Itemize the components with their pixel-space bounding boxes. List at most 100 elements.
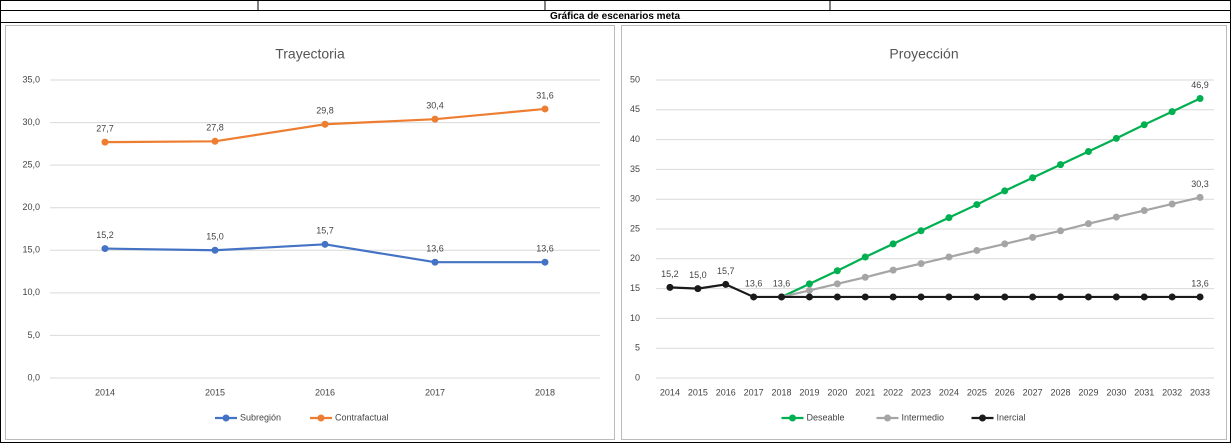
point bbox=[431, 115, 439, 123]
legend-label: Deseable bbox=[807, 412, 845, 422]
point bbox=[1140, 121, 1148, 129]
x-tick-label: 2024 bbox=[939, 387, 959, 397]
point bbox=[861, 253, 869, 261]
point bbox=[694, 285, 702, 293]
point bbox=[917, 227, 925, 235]
value-label: 15,2 bbox=[661, 269, 679, 279]
point bbox=[889, 266, 897, 274]
y-tick-label: 10 bbox=[630, 313, 640, 323]
value-label: 15,0 bbox=[206, 232, 224, 242]
point bbox=[211, 246, 219, 254]
point bbox=[805, 286, 813, 294]
point bbox=[101, 138, 109, 146]
x-tick-label: 2015 bbox=[205, 387, 225, 397]
point bbox=[945, 214, 953, 222]
point bbox=[917, 293, 925, 301]
x-tick-label: 2014 bbox=[95, 387, 115, 397]
y-tick-label: 20 bbox=[630, 253, 640, 263]
value-label: 13,6 bbox=[773, 278, 791, 288]
y-tick-label: 25,0 bbox=[22, 160, 40, 170]
point bbox=[321, 120, 329, 128]
value-label: 31,6 bbox=[536, 90, 554, 100]
legend-marker bbox=[222, 414, 230, 422]
point bbox=[1084, 220, 1092, 228]
point bbox=[1057, 161, 1065, 169]
chart-title: Trayectoria bbox=[275, 46, 345, 62]
point bbox=[1057, 293, 1065, 301]
chart-panel bbox=[5, 25, 615, 440]
point bbox=[1029, 293, 1037, 301]
x-tick-label: 2032 bbox=[1162, 387, 1182, 397]
point bbox=[321, 240, 329, 248]
x-tick-label: 2021 bbox=[855, 387, 875, 397]
top-row bbox=[0, 0, 1231, 11]
x-tick-label: 2031 bbox=[1134, 387, 1154, 397]
y-tick-label: 35,0 bbox=[22, 74, 40, 84]
point bbox=[750, 293, 758, 301]
x-tick-label: 2023 bbox=[911, 387, 931, 397]
point bbox=[973, 293, 981, 301]
point bbox=[1168, 108, 1176, 116]
y-tick-label: 40 bbox=[630, 134, 640, 144]
heading: Gráfica de escenarios meta bbox=[550, 11, 681, 22]
y-tick-label: 30,0 bbox=[22, 117, 40, 127]
point bbox=[1196, 94, 1204, 102]
value-label: 27,8 bbox=[206, 123, 224, 133]
y-tick-label: 15,0 bbox=[22, 245, 40, 255]
x-tick-label: 2026 bbox=[995, 387, 1015, 397]
legend-marker bbox=[317, 414, 325, 422]
legend-marker bbox=[884, 414, 891, 422]
point bbox=[1001, 240, 1009, 248]
point bbox=[1112, 293, 1120, 301]
y-tick-label: 20,0 bbox=[22, 202, 40, 212]
point bbox=[833, 267, 841, 275]
value-label: 30,4 bbox=[426, 101, 444, 111]
point bbox=[541, 258, 549, 266]
point bbox=[889, 240, 897, 248]
point bbox=[1140, 207, 1148, 215]
point bbox=[431, 258, 439, 266]
value-label: 46,9 bbox=[1191, 80, 1209, 90]
point bbox=[1112, 213, 1120, 221]
point bbox=[973, 246, 981, 254]
point bbox=[1084, 148, 1092, 156]
point bbox=[1001, 293, 1009, 301]
x-tick-label: 2033 bbox=[1190, 387, 1210, 397]
y-tick-label: 10,0 bbox=[22, 287, 40, 297]
point bbox=[1140, 293, 1148, 301]
y-tick-label: 0,0 bbox=[27, 372, 40, 382]
y-tick-label: 30 bbox=[630, 194, 640, 204]
point bbox=[945, 253, 953, 261]
chart-title: Proyección bbox=[889, 46, 958, 62]
point bbox=[1196, 193, 1204, 201]
point bbox=[833, 293, 841, 301]
point bbox=[541, 105, 549, 113]
legend-label: Intermedio bbox=[902, 412, 945, 422]
x-tick-label: 2019 bbox=[799, 387, 819, 397]
x-tick-label: 2027 bbox=[1023, 387, 1043, 397]
point bbox=[1168, 293, 1176, 301]
x-tick-label: 2018 bbox=[535, 387, 555, 397]
x-tick-label: 2017 bbox=[425, 387, 445, 397]
value-label: 29,8 bbox=[316, 106, 334, 116]
y-tick-label: 0 bbox=[635, 372, 640, 382]
point bbox=[973, 201, 981, 209]
y-tick-label: 50 bbox=[630, 74, 640, 84]
x-tick-label: 2028 bbox=[1051, 387, 1071, 397]
value-label: 15,2 bbox=[96, 230, 114, 240]
value-label: 30,3 bbox=[1191, 179, 1209, 189]
x-tick-label: 2025 bbox=[967, 387, 987, 397]
legend-marker bbox=[789, 414, 796, 422]
point bbox=[666, 283, 674, 291]
point bbox=[805, 293, 813, 301]
x-tick-label: 2018 bbox=[772, 387, 792, 397]
y-tick-label: 5 bbox=[635, 343, 640, 353]
value-label: 13,6 bbox=[426, 244, 444, 254]
y-tick-label: 5,0 bbox=[27, 330, 40, 340]
point bbox=[805, 280, 813, 288]
point bbox=[945, 293, 953, 301]
point bbox=[861, 293, 869, 301]
legend-label: Inercial bbox=[997, 412, 1026, 422]
x-tick-label: 2015 bbox=[688, 387, 708, 397]
point bbox=[722, 280, 730, 288]
